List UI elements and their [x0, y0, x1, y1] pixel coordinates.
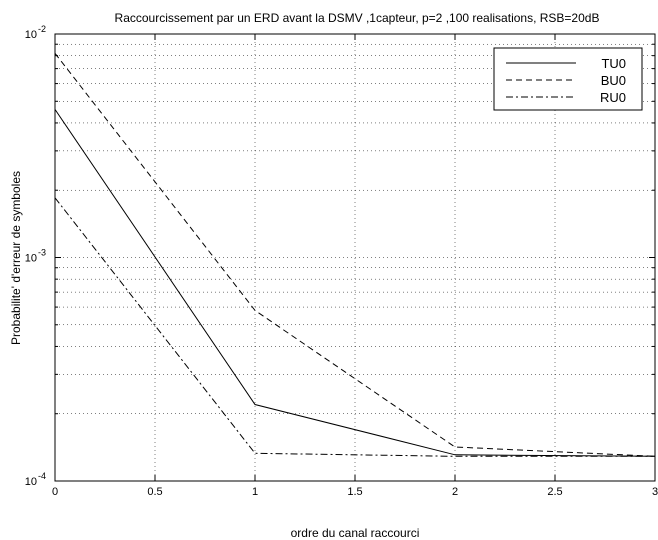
legend-label-tu0: TU0: [601, 56, 626, 71]
x-tick-label: 2: [452, 486, 458, 498]
series-line-bu0: [54, 52, 656, 457]
x-tick-label: 0.5: [147, 486, 162, 498]
y-tick-label: 10: [25, 476, 37, 488]
x-tick-label: 0: [52, 486, 58, 498]
y-tick-label: 10: [25, 29, 37, 41]
y-tick-label-exponent: -2: [38, 24, 46, 34]
chart-title: Raccourcissement par un ERD avant la DSM…: [115, 11, 600, 25]
legend-box: [493, 47, 643, 111]
x-tick-label: 3: [652, 486, 658, 498]
series-group: [54, 52, 656, 457]
legend: TU0 BU0 RU0: [493, 47, 643, 111]
x-tick-label: 1.5: [347, 486, 362, 498]
x-axis-label: ordre du canal raccourci: [291, 526, 420, 540]
x-tick-label: 2.5: [547, 486, 562, 498]
y-axis-label: Probabilite' d'erreur de symboles: [9, 171, 23, 345]
y-tick-label: 10: [25, 253, 37, 265]
legend-label-bu0: BU0: [601, 73, 626, 88]
axis-ticks: 0 0.5 1 1.5 2 2.5 310-210-310-4: [25, 24, 658, 498]
y-tick-label-exponent: -3: [38, 248, 46, 258]
y-tick-label-exponent: -4: [38, 471, 46, 481]
x-tick-label: 1: [252, 486, 258, 498]
series-line-ru0: [54, 197, 655, 457]
legend-label-ru0: RU0: [600, 90, 626, 105]
series-line-tu0: [54, 109, 656, 457]
